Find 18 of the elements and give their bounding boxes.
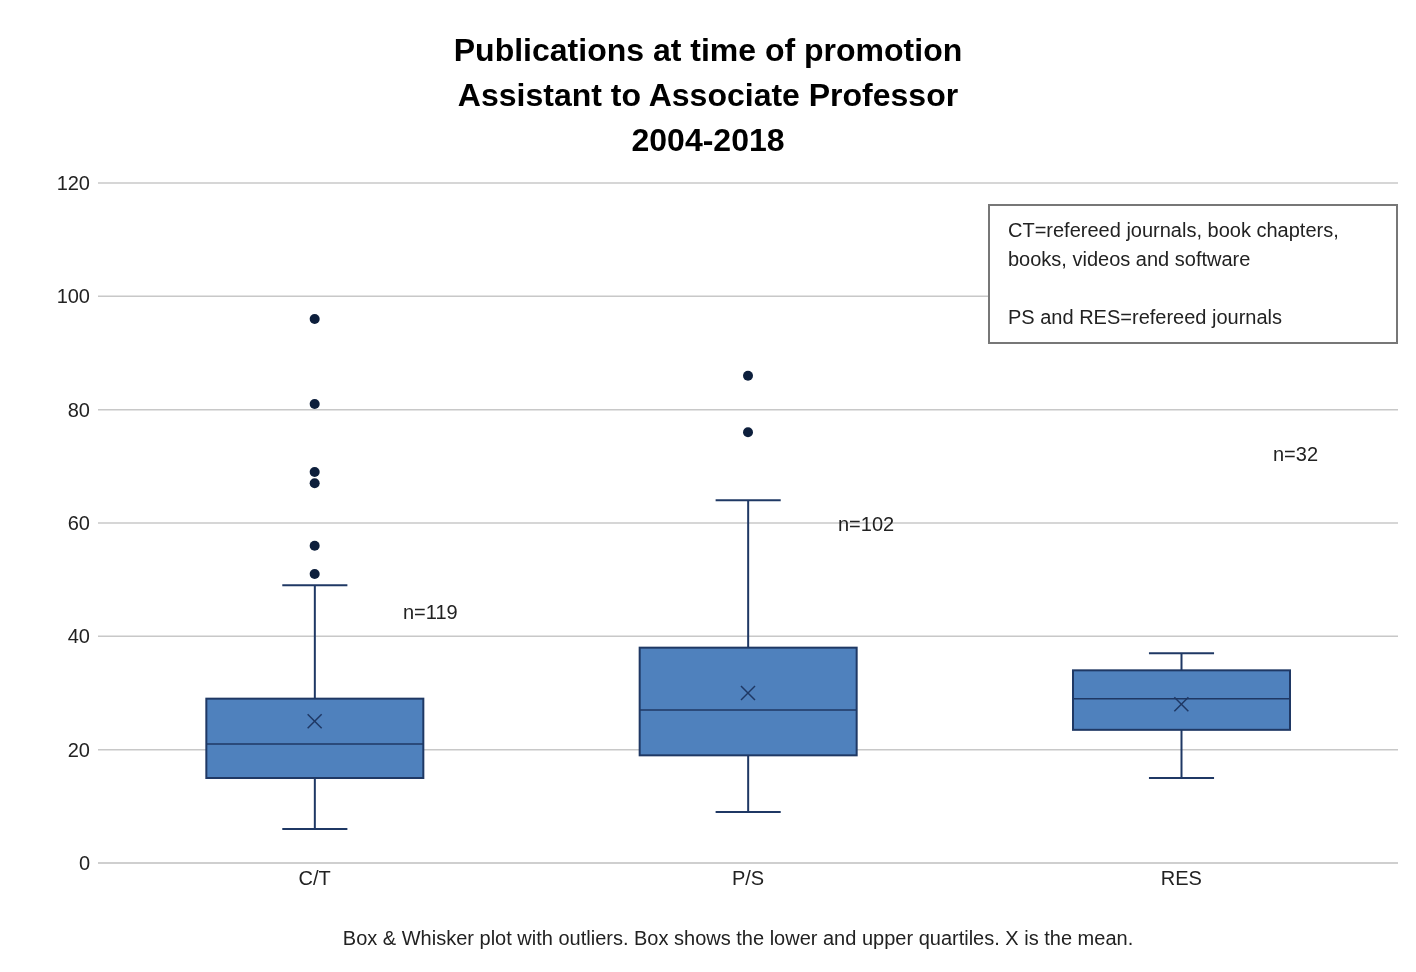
y-tick-label: 60 (67, 512, 90, 535)
y-tick-label: 120 (56, 172, 90, 195)
annotation: n=32 (1273, 443, 1319, 466)
x-tick-label: C/T (298, 867, 331, 890)
x-tick-label: RES (1160, 867, 1202, 890)
y-tick-label: 20 (67, 738, 90, 761)
y-tick-label: 0 (78, 852, 90, 875)
y-tick-label: 100 (56, 285, 90, 308)
annotation: n=102 (838, 513, 895, 536)
y-tick-label: 40 (67, 625, 90, 648)
y-tick-label: 80 (67, 398, 90, 421)
text: Box & Whisker plot with outliers. Box shows the lower and upper quartiles. X is the mean. (341, 926, 1135, 951)
chart-title: Publications at time of promotion Assistant to Associate Professor 2004-2018 (452, 31, 964, 160)
x-tick-label: P/S (731, 867, 765, 890)
annotation: PS and RES=refereed journals (1008, 305, 1284, 330)
annotation: CT=refereed journals, book chapters, books, videos and software (1008, 218, 1340, 272)
annotation: n=119 (403, 601, 458, 624)
notes-box: CT=refereed journals, book chapters, books, videos and software PS and RES=refereed journals (988, 204, 1398, 344)
